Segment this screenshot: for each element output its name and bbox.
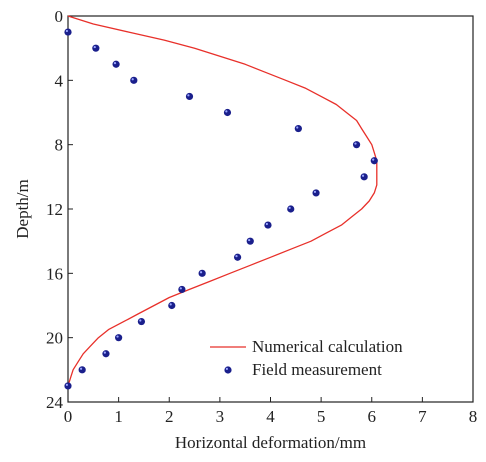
data-point-highlight <box>113 62 117 65</box>
data-point-highlight <box>116 335 119 338</box>
data-point-highlight <box>313 190 317 193</box>
data-point-highlight <box>169 303 172 306</box>
x-tick-label: 0 <box>64 407 73 426</box>
y-tick-label: 20 <box>46 329 63 348</box>
data-point-highlight <box>103 351 106 354</box>
y-tick-label: 8 <box>55 136 64 155</box>
data-point <box>178 285 186 294</box>
data-point-highlight <box>65 383 68 386</box>
y-tick-label: 0 <box>55 7 64 26</box>
data-point-highlight <box>93 45 96 49</box>
data-point-highlight <box>288 206 291 209</box>
data-point <box>185 92 194 101</box>
x-axis-label: Horizontal deformation/mm <box>175 433 366 452</box>
data-point <box>223 108 232 117</box>
data-point <box>64 382 72 390</box>
data-point <box>360 173 368 181</box>
data-point <box>264 221 272 229</box>
data-point-highlight <box>199 271 203 274</box>
data-point <box>294 124 302 133</box>
x-tick-label: 2 <box>165 407 174 426</box>
series-layer <box>64 15 378 390</box>
legend-label: Field measurement <box>252 360 382 379</box>
data-point <box>112 60 120 68</box>
data-point-highlight <box>296 126 299 129</box>
series-line-numerical-calculation <box>67 15 378 387</box>
data-point <box>287 205 295 213</box>
data-point-highlight <box>139 319 142 322</box>
data-point <box>370 157 378 165</box>
y-axis-label: Depth/m <box>13 179 32 239</box>
y-tick-label: 12 <box>46 200 63 219</box>
x-tick-label: 6 <box>368 407 377 426</box>
y-tick-label: 4 <box>55 71 64 90</box>
data-point <box>64 28 72 36</box>
legend: Numerical calculation Field measurement <box>210 337 403 379</box>
data-point-highlight <box>265 222 268 226</box>
data-point-highlight <box>225 110 228 113</box>
data-point-highlight <box>131 78 134 81</box>
data-point-highlight <box>179 287 182 290</box>
data-point-highlight <box>361 174 365 177</box>
data-point <box>246 237 254 245</box>
legend-label: Numerical calculation <box>252 337 403 356</box>
data-point <box>102 350 110 358</box>
data-point <box>233 253 242 261</box>
x-tick-label: 3 <box>216 407 225 426</box>
data-point-highlight <box>372 158 375 161</box>
x-tick-label: 4 <box>266 407 275 426</box>
legend-swatch-marker-highlight <box>225 367 228 370</box>
data-point-highlight <box>65 29 68 33</box>
data-point-highlight <box>79 367 83 370</box>
data-point <box>137 317 146 326</box>
data-point <box>130 76 138 84</box>
ticks <box>67 15 474 403</box>
x-tick-label: 1 <box>114 407 123 426</box>
y-tick-label: 24 <box>46 393 64 412</box>
data-point <box>92 44 100 52</box>
data-point <box>78 366 86 374</box>
data-point-highlight <box>187 94 190 97</box>
legend-swatch-marker <box>224 366 232 374</box>
x-tick-label: 8 <box>469 407 478 426</box>
data-point <box>168 301 176 310</box>
series-markers-field-measurement <box>64 28 378 390</box>
data-point-highlight <box>235 255 238 258</box>
x-tick-label: 7 <box>418 407 427 426</box>
x-tick-label: 5 <box>317 407 326 426</box>
data-point-highlight <box>248 238 251 242</box>
data-point <box>115 334 123 342</box>
data-point <box>352 141 361 149</box>
y-tick-label: 16 <box>46 264 63 283</box>
data-point <box>198 269 206 277</box>
data-point <box>312 189 320 197</box>
data-point-highlight <box>354 142 357 145</box>
